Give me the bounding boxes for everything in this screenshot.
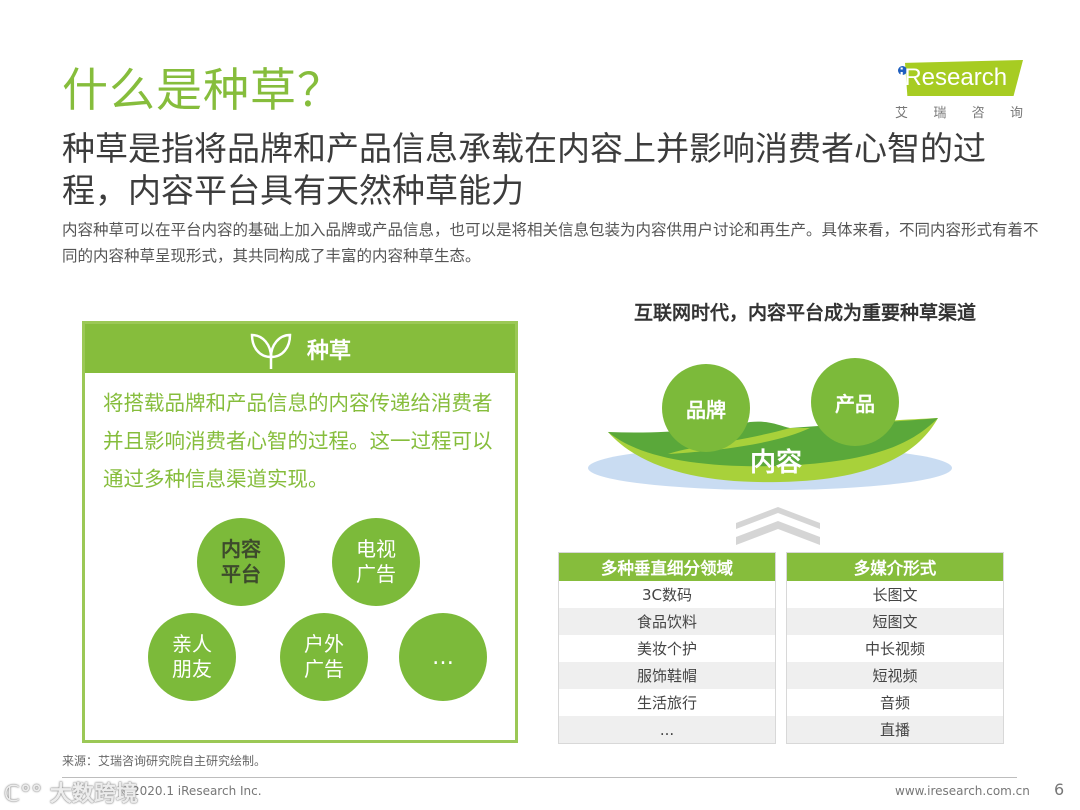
table-row: ... [559, 716, 775, 743]
table-header: 多媒介形式 [787, 553, 1003, 581]
panel-text: 将搭载品牌和产品信息的内容传递给消费者并且影响消费者心智的过程。这一过程可以通过… [103, 391, 493, 491]
boat-icon [588, 418, 952, 490]
table-header: 多种垂直细分领域 [559, 553, 775, 581]
table-row: 直播 [787, 716, 1003, 743]
channel-label: 亲人朋友 [172, 632, 212, 681]
table-row: 短图文 [787, 608, 1003, 635]
logo-char: 瑞 [933, 106, 947, 121]
content-boat-illustration: 品牌 产品 内容 [580, 350, 970, 510]
product-bubble: 产品 [811, 358, 899, 446]
logo-char: 咨 [971, 106, 985, 121]
page-description: 内容种草可以在平台内容的基础上加入品牌或产品信息，也可以是将相关信息包装为内容供… [62, 221, 1039, 265]
media-formats-table: 多媒介形式 长图文 短图文 中长视频 短视频 音频 直播 [786, 552, 1004, 744]
chevron-up-icon [736, 507, 820, 545]
channel-content-platform: 内容平台 [197, 518, 285, 606]
page-subtitle: 种草是指将品牌和产品信息承载在内容上并影响消费者心智的过程，内容平台具有天然种草… [62, 129, 986, 210]
table-row: 中长视频 [864, 640, 925, 658]
logo-char: 询 [1009, 106, 1023, 121]
page-number: 6 [1054, 780, 1065, 799]
brand-label: 品牌 [686, 397, 726, 422]
table-row: 短视频 [787, 662, 1003, 689]
logo-cn-text: 艾 瑞 咨 询 [895, 102, 1023, 121]
channel-more: … [399, 613, 487, 701]
seeding-definition-panel: 种草 将搭载品牌和产品信息的内容传递给消费者并且影响消费者心智的过程。这一过程可… [82, 321, 518, 743]
table-row: 长图文 [872, 586, 918, 604]
table-row: 服饰鞋帽 [559, 662, 775, 689]
source-note: 来源：艾瑞咨询研究院自主研究绘制。 [62, 754, 267, 768]
channel-label: 户外广告 [304, 632, 344, 681]
watermark: ℂ°° 大数跨境 [4, 776, 138, 808]
content-label: 内容 [750, 448, 803, 478]
table-row: 食品饮料 [559, 608, 775, 635]
table-row: 音频 [879, 694, 910, 712]
footer-divider [62, 777, 1017, 778]
panel-heading: 种草 [306, 338, 351, 364]
logo-dot-icon [898, 66, 907, 75]
table-row: 生活旅行 [636, 694, 697, 712]
product-label: 产品 [835, 391, 875, 416]
channel-tv-ad: 电视广告 [332, 518, 420, 606]
website-link[interactable]: www.iresearch.com.cn [895, 784, 1030, 798]
channel-friends-family: 亲人朋友 [148, 613, 236, 701]
channel-label: … [432, 644, 454, 670]
table-row: 美妆个护 [636, 640, 697, 658]
channel-label: 内容平台 [221, 537, 261, 586]
channel-label: 电视广告 [356, 537, 396, 586]
logo-background [905, 60, 1023, 96]
right-heading: 互联网时代，内容平台成为重要种草渠道 [633, 302, 976, 324]
watermark-text: 大数跨境 [49, 782, 138, 807]
iresearch-logo: iResearch 艾 瑞 咨 询 [893, 58, 1025, 124]
page-title: 什么是种草？ [62, 63, 344, 117]
sprout-icon [250, 333, 292, 369]
channel-outdoor-ad: 户外广告 [280, 613, 368, 701]
logo-brand-text: iResearch [899, 64, 1008, 91]
vertical-domains-table: 多种垂直细分领域 3C数码 食品饮料 美妆个护 服饰鞋帽 生活旅行 ... [558, 552, 776, 744]
logo-char: 艾 [895, 106, 909, 121]
brand-bubble: 品牌 [662, 364, 750, 452]
panel-header: 种草 [85, 324, 515, 373]
copyright: ©2020.1 iResearch Inc. [120, 784, 262, 798]
table-row: 3C数码 [641, 586, 693, 604]
watermark-logo-icon: ℂ°° [4, 782, 50, 807]
